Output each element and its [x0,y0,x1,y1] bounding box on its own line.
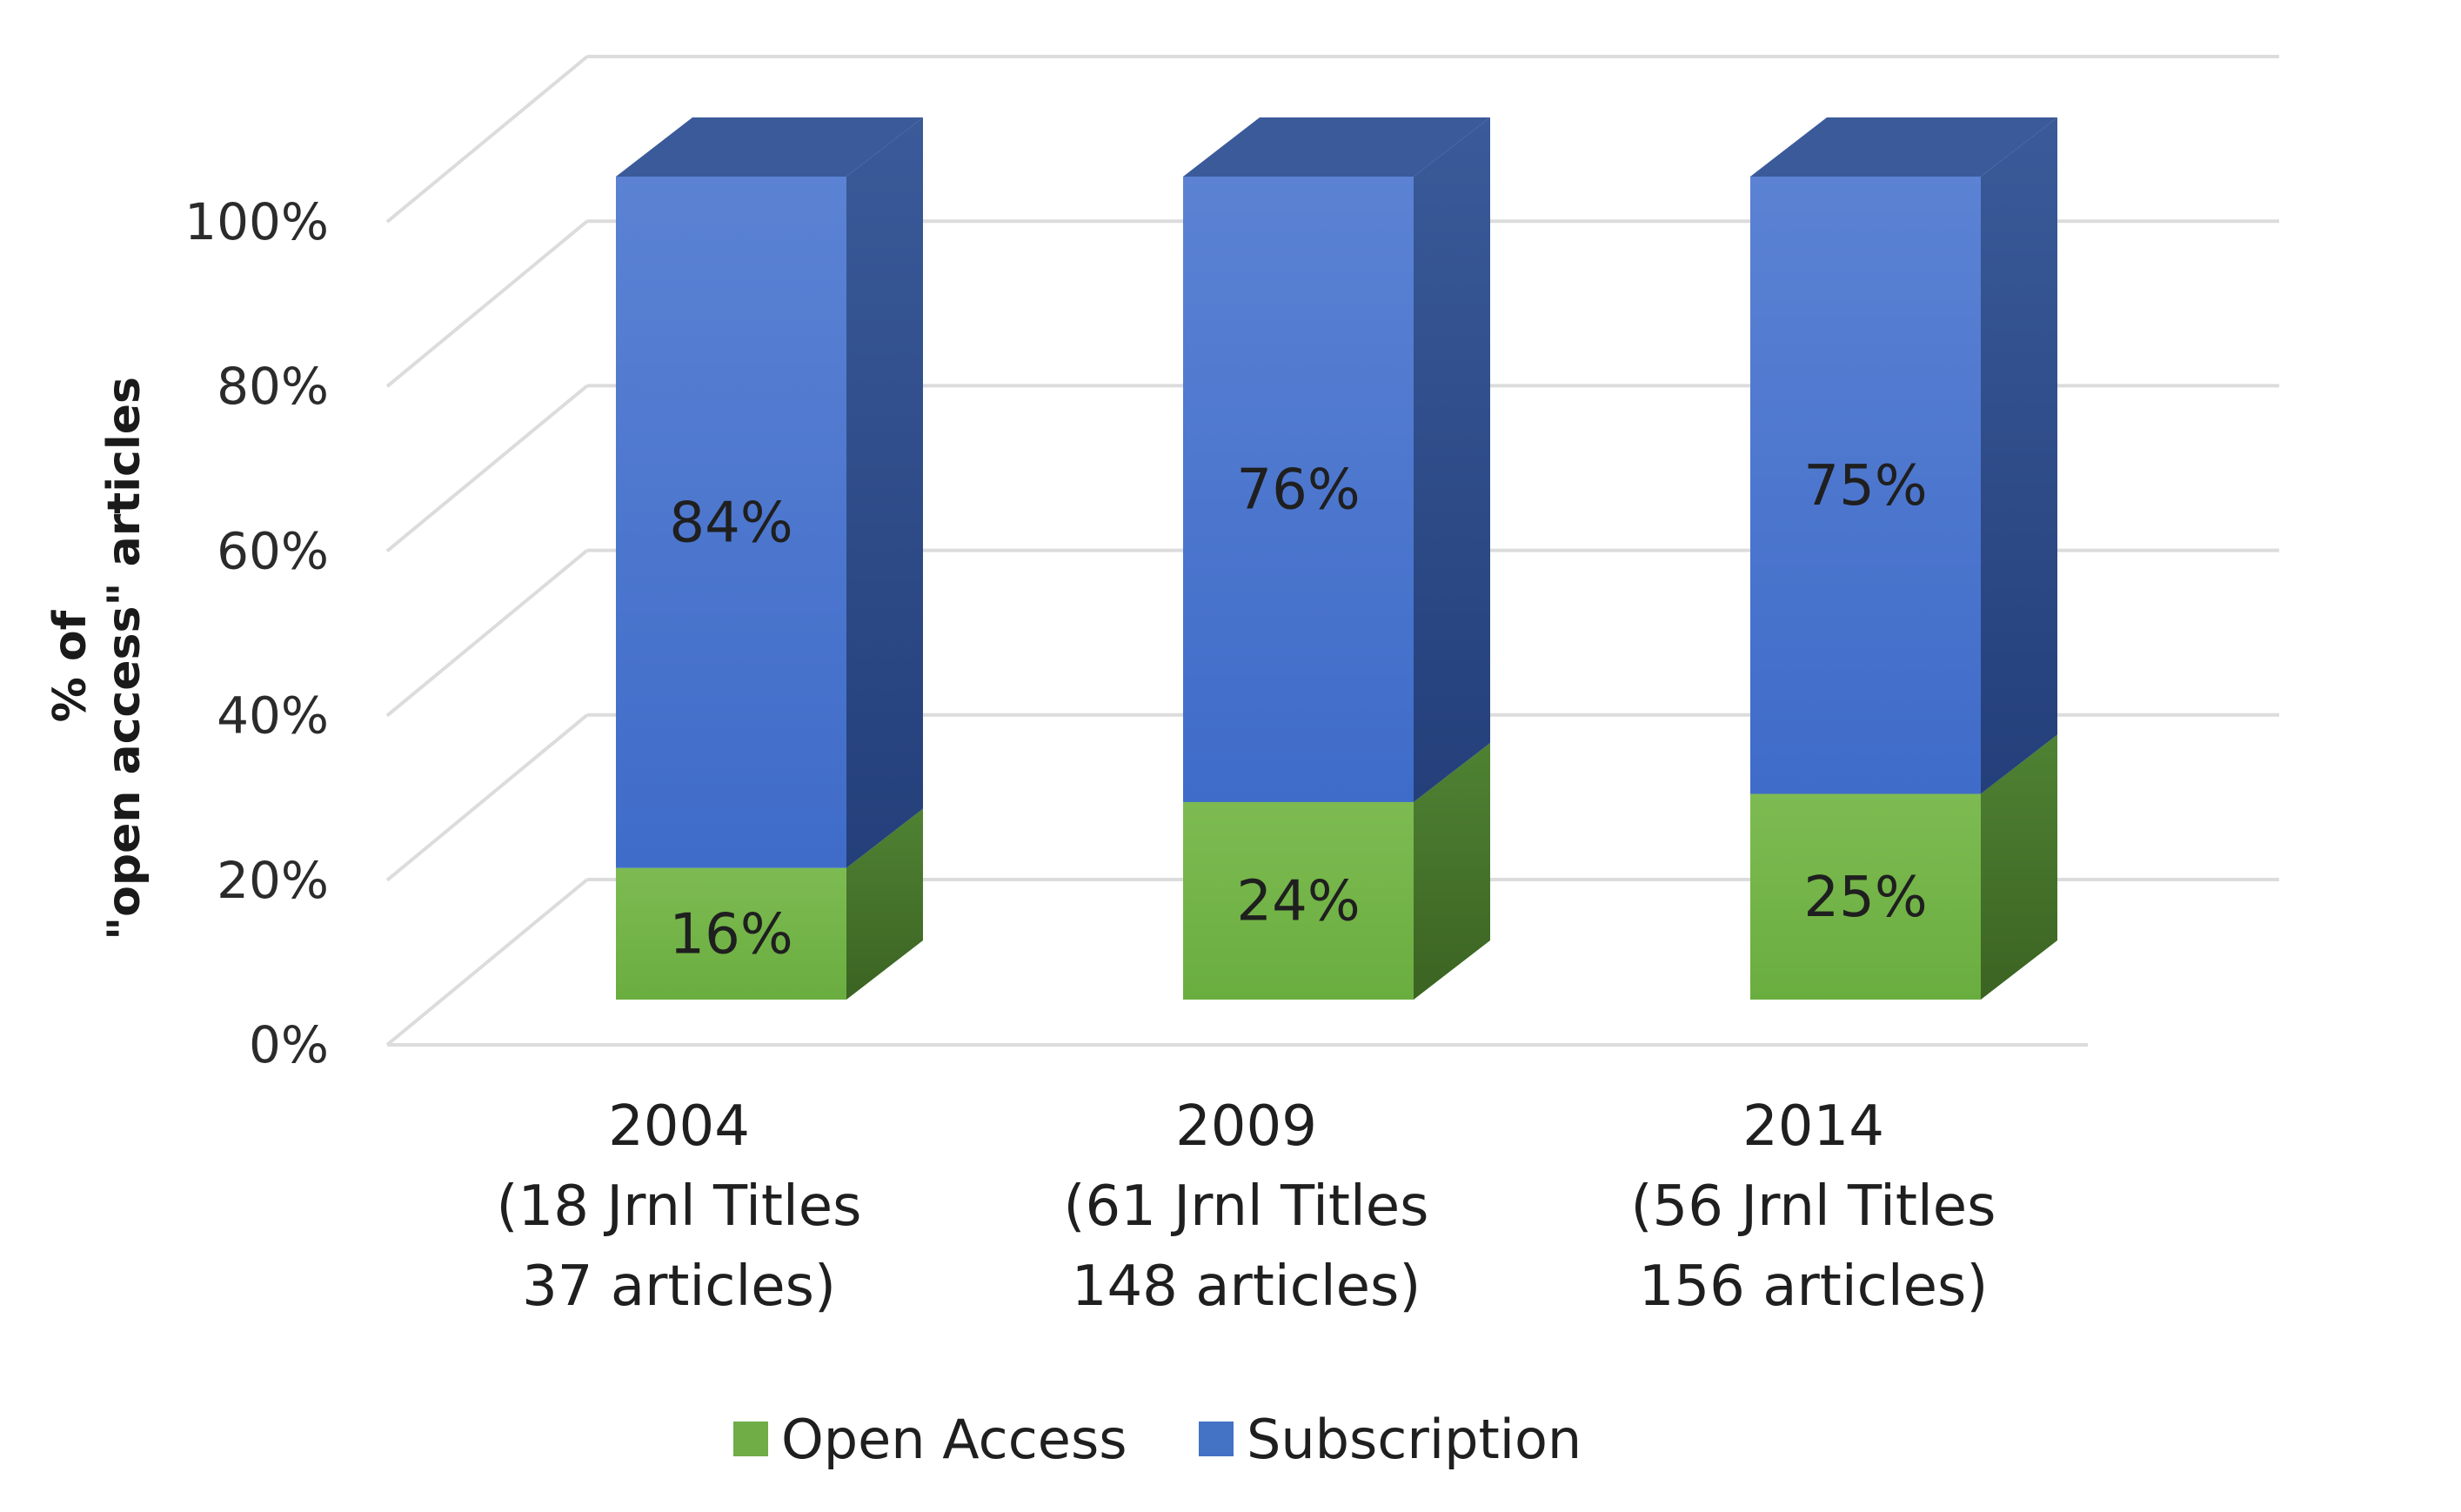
y-tick-label: 40% [217,686,329,746]
y-axis-ticks: 0% 20% 40% 60% 80% 100% [184,192,329,1074]
gridline-diagonal [385,55,589,224]
bar-side [1981,117,2057,794]
x-category-label-line: (56 Jrnl Titles [1631,1174,1996,1239]
bar-segment-subscription: 76% [1183,117,1490,802]
legend: Open Access Subscription [733,1408,1582,1471]
bar-segment-open-access: 25% [1750,734,2057,1000]
y-axis-label-line-1: % of [44,609,97,722]
x-category-label-line: (61 Jrnl Titles [1064,1174,1429,1239]
legend-swatch-subscription [1199,1422,1234,1456]
bar-top [1183,117,1490,177]
bars: 16% 84% 24% 76% 25% 75% [616,117,2057,1000]
gridline-diagonal [385,549,589,718]
x-category-label-line: 156 articles) [1639,1254,1989,1319]
y-tick-label: 20% [217,851,329,910]
x-category-label: 2014 (56 Jrnl Titles 156 articles) [1631,1094,1996,1319]
legend-label-subscription: Subscription [1247,1408,1582,1471]
bar-side [846,117,923,868]
data-label: 75% [1803,454,1927,518]
y-axis-label: % of "open access" articles [44,377,150,940]
data-label: 84% [669,491,792,555]
x-axis-categories: 2004 (18 Jrnl Titles 37 articles) 2009 (61 J… [497,1094,1996,1319]
x-category-label-line: 37 articles) [522,1254,836,1319]
data-label: 16% [669,902,792,967]
gridline-diagonal [385,219,589,388]
y-tick-label: 80% [217,357,329,416]
bar-side [1981,734,2057,1000]
bar-segment-open-access: 16% [616,808,923,1000]
bar-side [1414,117,1490,802]
legend-label-open-access: Open Access [781,1408,1127,1471]
bar-segment-subscription: 75% [1750,117,2057,794]
legend-swatch-open-access [733,1422,768,1456]
data-label: 25% [1803,866,1927,930]
y-tick-label: 60% [217,521,329,580]
x-category-label-line: 2009 [1175,1094,1317,1159]
bar-front [616,177,846,868]
bar-segment-open-access: 24% [1183,742,1490,1000]
x-category-label-line: 148 articles) [1072,1254,1421,1319]
data-label: 24% [1236,869,1360,933]
x-category-label-line: 2014 [1742,1094,1884,1159]
data-label: 76% [1236,458,1360,522]
y-axis-label-line-2: "open access" articles [98,377,150,940]
y-tick-label: 0% [249,1015,329,1074]
y-tick-label: 100% [184,192,329,251]
x-category-label: 2004 (18 Jrnl Titles 37 articles) [497,1094,862,1319]
gridline-diagonal [385,384,589,552]
bar-front [1183,177,1414,802]
x-category-label: 2009 (61 Jrnl Titles 148 articles) [1064,1094,1429,1319]
x-category-label-line: (18 Jrnl Titles [497,1174,862,1239]
bar-front [616,867,846,1000]
bar-side [1414,742,1490,1000]
x-category-label-line: 2004 [608,1094,750,1159]
bar-segment-subscription: 84% [616,117,923,868]
bar-side [846,808,923,1000]
bar-front [1183,801,1414,1000]
bar-front [1750,177,1981,794]
bar-top [616,117,923,177]
bar-top [1750,117,2057,177]
bar-front [1750,793,1981,1000]
gridline-diagonal [385,878,589,1047]
gridline-diagonal [385,713,589,882]
